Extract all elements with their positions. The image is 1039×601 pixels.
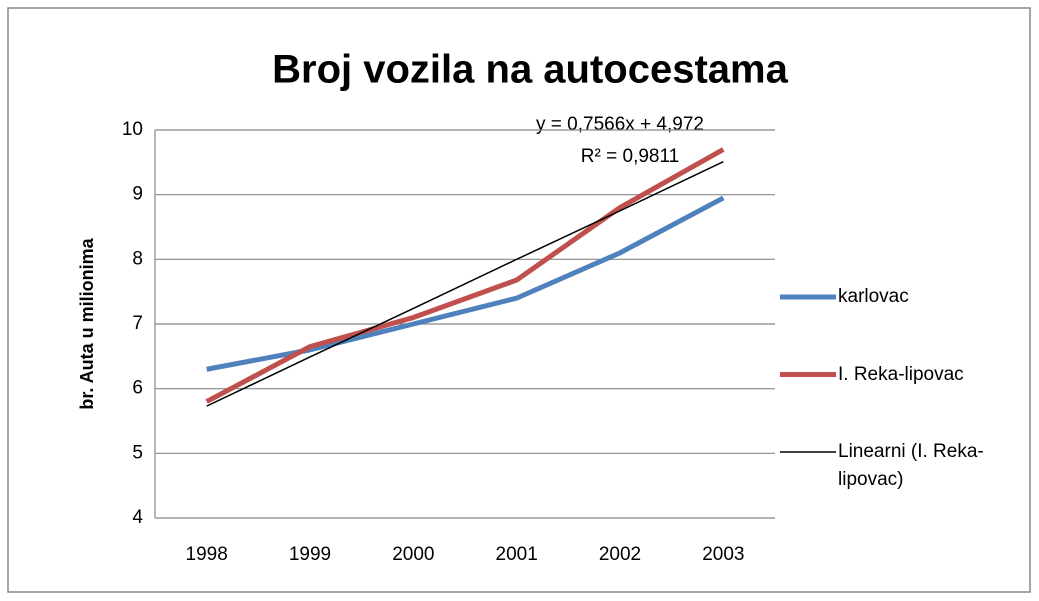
y-tick-label: 10 [122,119,143,140]
chart-title: Broj vozila na autocestama [272,48,788,92]
y-tick-label: 9 [132,184,143,205]
annotation: R² = 0,9811 [581,146,679,167]
legend-label: karlovac [838,286,909,307]
x-tick-label: 2002 [599,544,641,565]
y-tick-label: 4 [132,507,143,528]
chart-border [7,7,1031,593]
y-tick-label: 6 [132,378,143,399]
x-tick-label: 1998 [186,544,228,565]
series-line [205,147,725,404]
legend-label: Linearni (I. Reka-lipovac) [838,441,984,490]
x-tick-label: 2000 [392,544,434,565]
x-tick-label: 1999 [289,544,331,565]
y-tick-label: 8 [132,248,143,269]
x-tick-label: 2003 [702,544,744,565]
series-line [206,161,724,407]
legend-label: I. Reka-lipovac [838,363,964,385]
y-tick-label: 7 [132,313,143,334]
annotation: y = 0,7566x + 4,972 [536,114,704,135]
y-axis-label: br. Auta u milionima [77,237,97,409]
x-tick-label: 2001 [496,544,538,565]
y-tick-label: 5 [132,442,143,463]
